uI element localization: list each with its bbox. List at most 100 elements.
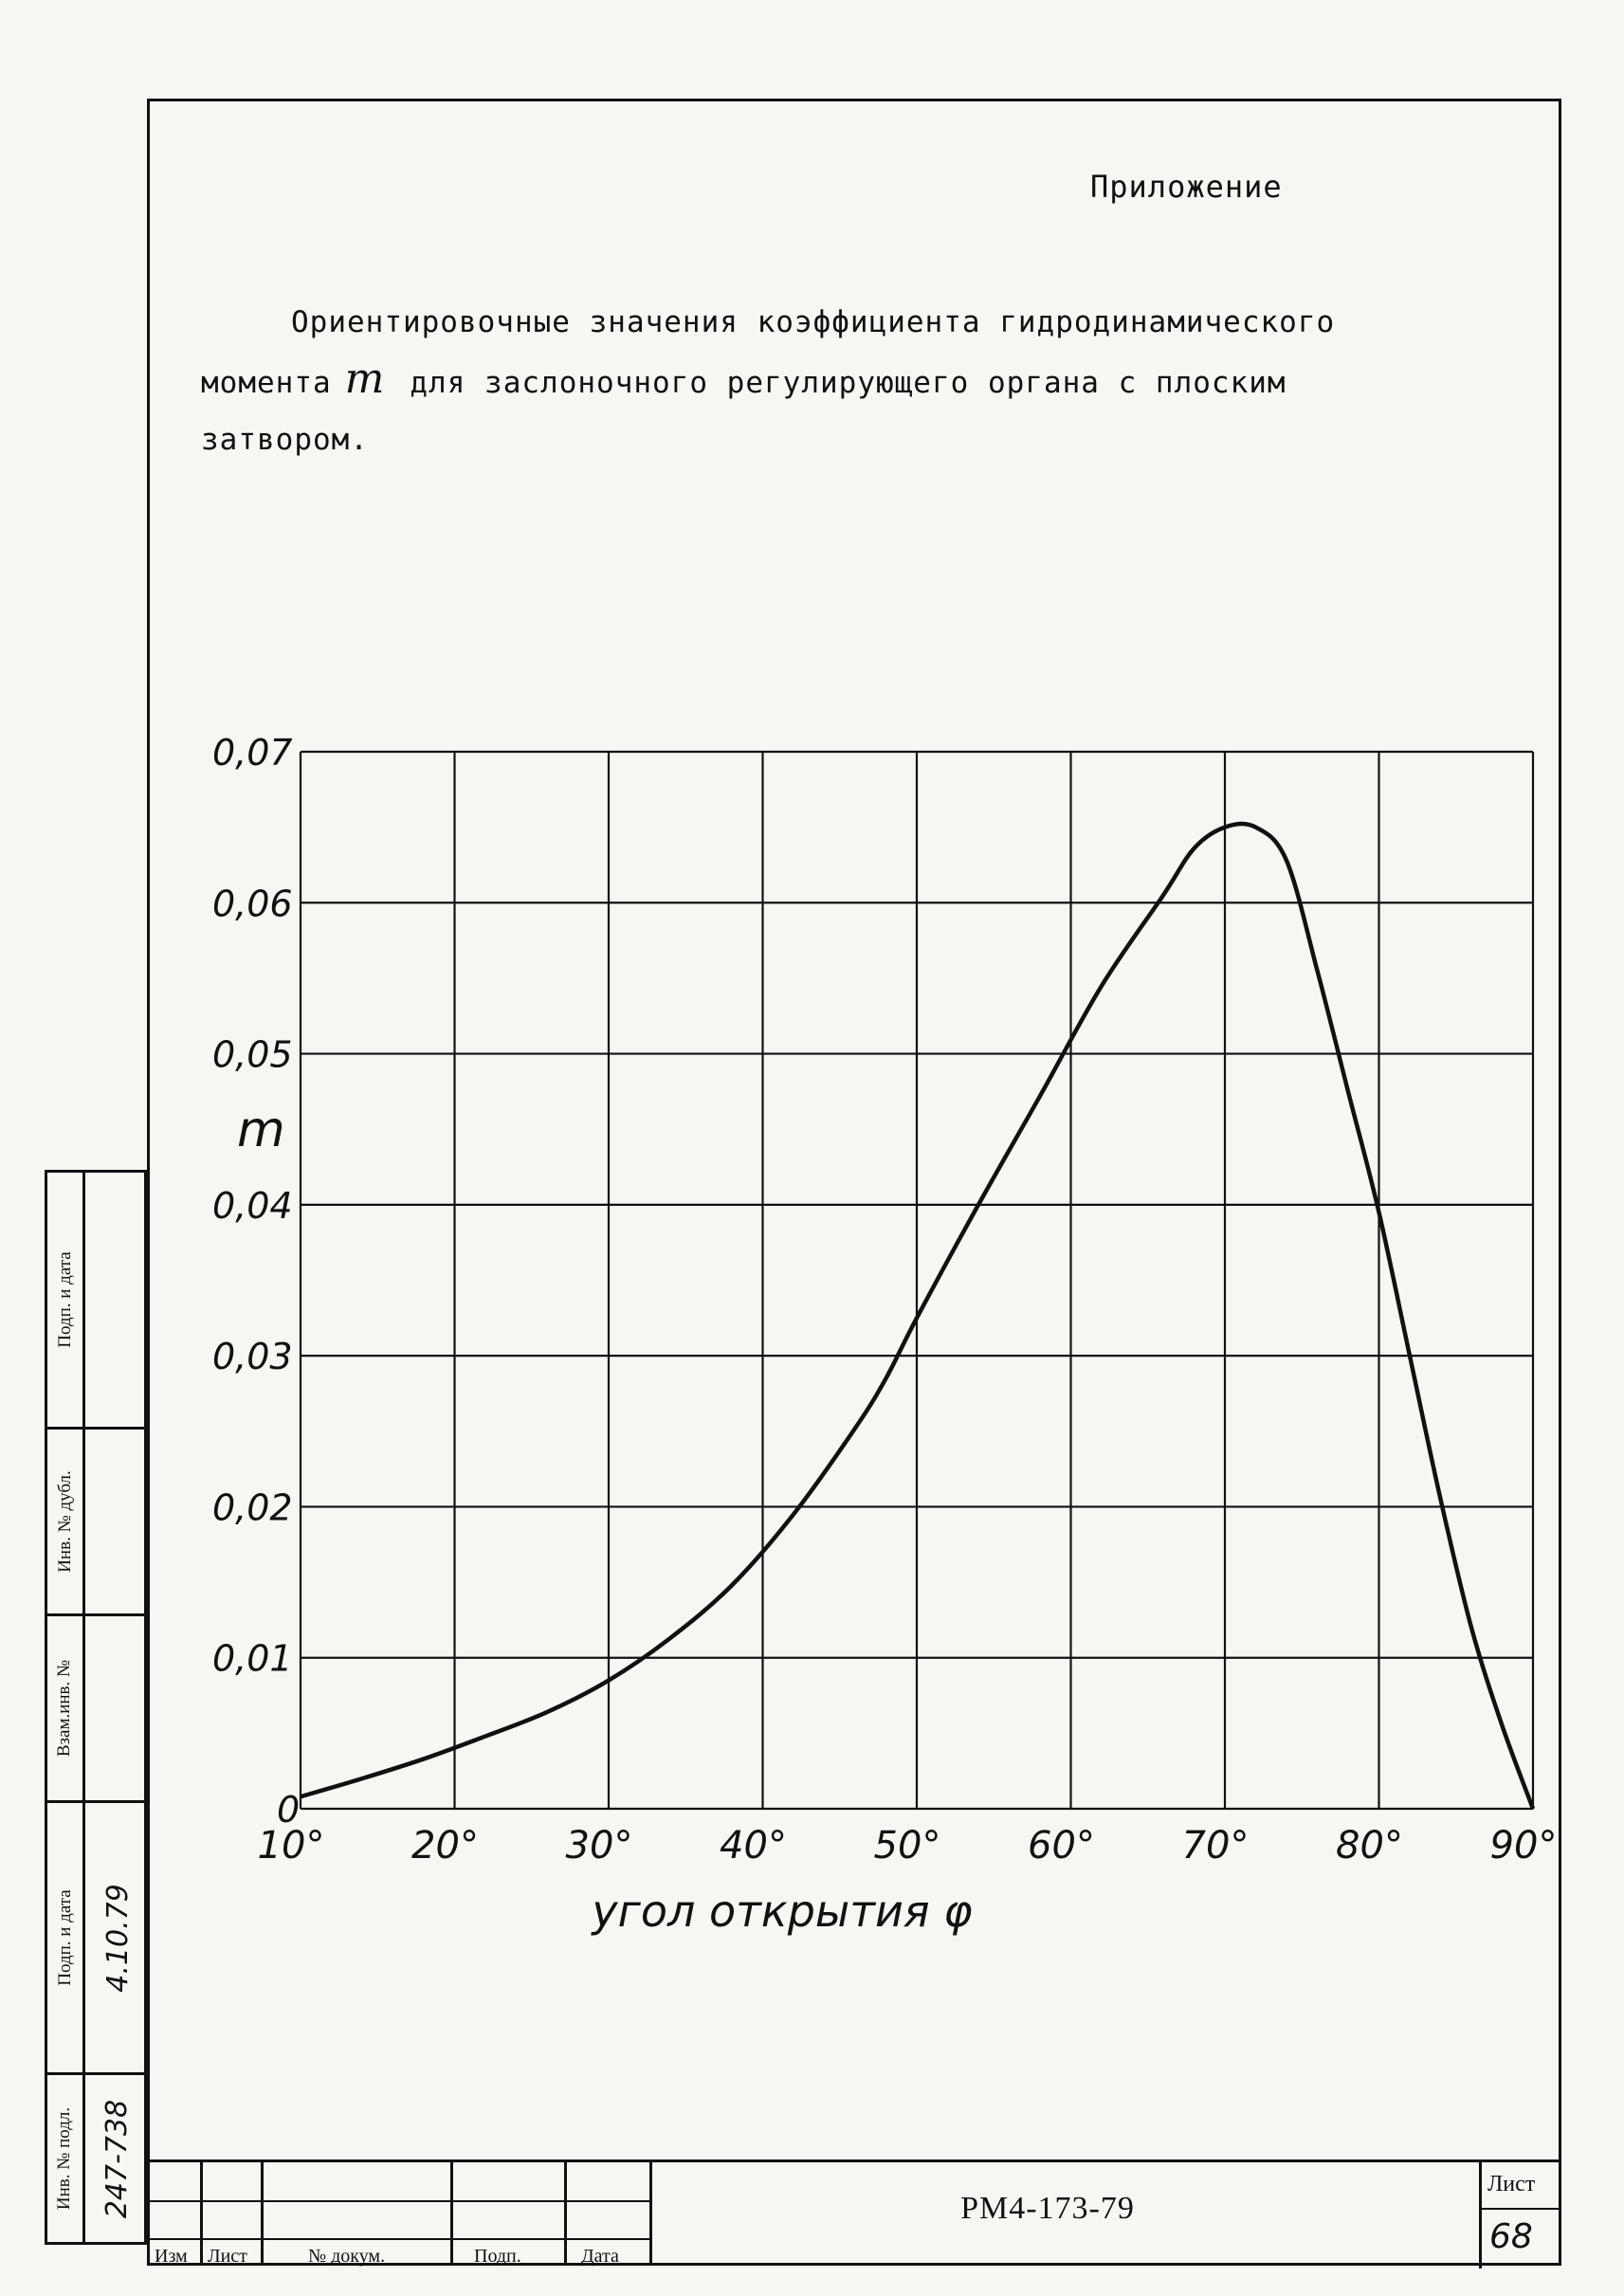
side-stamp-label: Подп. и дата bbox=[54, 1251, 75, 1348]
side-stamp-value: 4.10.79 bbox=[100, 1883, 135, 1993]
side-stamp-cell: Взам.инв. № bbox=[45, 1613, 147, 1803]
side-stamp-label-box: Подп. и дата bbox=[47, 1803, 85, 2072]
curve-data-point bbox=[1254, 826, 1257, 829]
curve-data-point bbox=[300, 1795, 301, 1798]
side-stamp-label: Инв. № подл. bbox=[54, 2106, 75, 2211]
frame-top-border bbox=[147, 99, 1561, 101]
header-date: Дата bbox=[581, 2246, 619, 2267]
y-tick-label: 0,02 bbox=[212, 1486, 293, 1528]
y-tick-label: 0,07 bbox=[212, 732, 293, 774]
side-stamp: Подп. и дата Инв. № дубл. Взам.инв. № Подп.… bbox=[45, 1170, 147, 2256]
x-tick-label: 80° bbox=[1336, 1824, 1403, 1868]
side-stamp-value-box: 247-738 bbox=[85, 2075, 150, 2242]
curve-data-point bbox=[1039, 1095, 1041, 1097]
curve-data-point bbox=[1532, 1808, 1534, 1810]
curve-data-point bbox=[885, 1377, 887, 1379]
title-block-row-line bbox=[147, 2200, 649, 2202]
curve-data-point bbox=[546, 1711, 548, 1713]
sheet-number-box: Лист 68 bbox=[1479, 2162, 1561, 2269]
y-tick-label: 0,06 bbox=[212, 883, 293, 924]
title-block-row-line bbox=[147, 2238, 649, 2240]
description-line-1: Ориентировочные значения коэффициента ги… bbox=[291, 305, 1336, 339]
side-stamp-value-box bbox=[85, 1173, 150, 1427]
curve-data-point bbox=[731, 1584, 733, 1587]
side-stamp-cell: Подп. и дата 4.10.79 bbox=[45, 1800, 147, 2075]
side-stamp-value: 247-738 bbox=[100, 2099, 135, 2218]
x-tick-label: 70° bbox=[1182, 1824, 1250, 1868]
title-block-column-line bbox=[450, 2162, 453, 2266]
header-sheet: Лист bbox=[208, 2246, 247, 2267]
title-block-column-line bbox=[200, 2162, 203, 2266]
curve-data-point bbox=[484, 1735, 486, 1738]
curve-data-point bbox=[1347, 1090, 1349, 1093]
curve-data-point bbox=[669, 1637, 671, 1639]
description-paragraph: Ориентировочные значения коэффициента ги… bbox=[201, 294, 1471, 468]
title-block: Изм Лист № докум. Подп. Дата РМ4-173-79 … bbox=[147, 2159, 1561, 2269]
frame-bottom-border bbox=[147, 2263, 1561, 2266]
title-block-column-line bbox=[261, 2162, 264, 2266]
document-code: РМ4-173-79 bbox=[960, 2191, 1135, 2226]
curve-data-point bbox=[1193, 847, 1195, 849]
side-stamp-cell: Инв. № дубл. bbox=[45, 1427, 147, 1616]
side-stamp-value-box: 4.10.79 bbox=[85, 1803, 150, 2072]
y-tick-label: 0,04 bbox=[212, 1185, 293, 1227]
x-tick-label: 40° bbox=[720, 1824, 787, 1868]
curve-data-point bbox=[1501, 1724, 1504, 1727]
curve-data-point bbox=[854, 1427, 856, 1430]
x-tick-label: 50° bbox=[874, 1824, 941, 1868]
description-line-2: момента m для заслоночного регулирующего о… bbox=[201, 351, 1471, 411]
side-stamp-label-box: Подп. и дата bbox=[47, 1173, 85, 1427]
curve-data-point bbox=[977, 1204, 979, 1206]
frame-right-border bbox=[1559, 99, 1561, 2266]
title-block-column-line bbox=[649, 2162, 652, 2266]
frame-left-border bbox=[147, 99, 150, 2266]
side-stamp-label-box: Инв. № подл. bbox=[47, 2075, 85, 2242]
sheet-label: Лист bbox=[1487, 2172, 1536, 2196]
description-line-2-rest: для заслоночного регулирующего органа с … bbox=[410, 366, 1286, 400]
sheet-number: 68 bbox=[1489, 2217, 1533, 2256]
side-stamp-label-box: Взам.инв. № bbox=[47, 1616, 85, 1800]
side-stamp-value-box bbox=[85, 1430, 150, 1613]
curve-data-point bbox=[423, 1758, 425, 1760]
curve-data-point bbox=[916, 1317, 918, 1320]
y-axis-label: m bbox=[237, 1102, 285, 1158]
description-moment-word: момента bbox=[201, 366, 332, 400]
curve-data-point bbox=[1439, 1498, 1442, 1501]
curve-data-point bbox=[1409, 1355, 1411, 1357]
side-stamp-label: Инв. № дубл. bbox=[54, 1470, 75, 1573]
x-tick-label: 30° bbox=[566, 1824, 633, 1868]
x-tick-label: 20° bbox=[411, 1824, 479, 1868]
side-stamp-label: Подп. и дата bbox=[54, 1889, 75, 1986]
x-tick-label: 10° bbox=[258, 1824, 325, 1868]
x-axis-label: угол открытия φ bbox=[590, 1886, 972, 1937]
curve-data-point bbox=[1316, 970, 1319, 972]
side-stamp-cell: Инв. № подл. 247-738 bbox=[45, 2072, 147, 2245]
side-stamp-cell: Подп. и дата bbox=[45, 1170, 147, 1430]
y-tick-label: 0,05 bbox=[212, 1034, 293, 1076]
sheet-box-divider bbox=[1482, 2208, 1561, 2210]
header-signature: Подп. bbox=[474, 2246, 521, 2267]
header-change: Изм bbox=[155, 2246, 188, 2267]
appendix-heading: Приложение bbox=[1090, 169, 1283, 205]
side-stamp-value-box bbox=[85, 1616, 150, 1800]
curve-data-point bbox=[1470, 1627, 1472, 1629]
curve-data-point bbox=[1162, 894, 1164, 897]
curve-data-point bbox=[1286, 859, 1287, 862]
x-tick-label: 60° bbox=[1028, 1824, 1095, 1868]
y-tick-label: 0,03 bbox=[212, 1336, 293, 1377]
y-tick-label: 0,01 bbox=[212, 1638, 293, 1680]
description-line-3: затвором. bbox=[201, 423, 369, 457]
header-document: № докум. bbox=[308, 2246, 386, 2267]
coefficient-symbol: m bbox=[344, 355, 386, 403]
curve-data-point bbox=[793, 1513, 794, 1516]
curve-data-point bbox=[361, 1777, 363, 1779]
title-block-column-line bbox=[564, 2162, 567, 2266]
side-stamp-label: Взам.инв. № bbox=[54, 1659, 75, 1758]
y-tick-label: 0 bbox=[277, 1789, 300, 1831]
curve-data-point bbox=[1224, 826, 1226, 829]
curve-data-point bbox=[608, 1679, 610, 1682]
curve-data-point bbox=[1101, 985, 1103, 987]
side-stamp-label-box: Инв. № дубл. bbox=[47, 1430, 85, 1613]
x-tick-label: 90° bbox=[1490, 1824, 1558, 1868]
